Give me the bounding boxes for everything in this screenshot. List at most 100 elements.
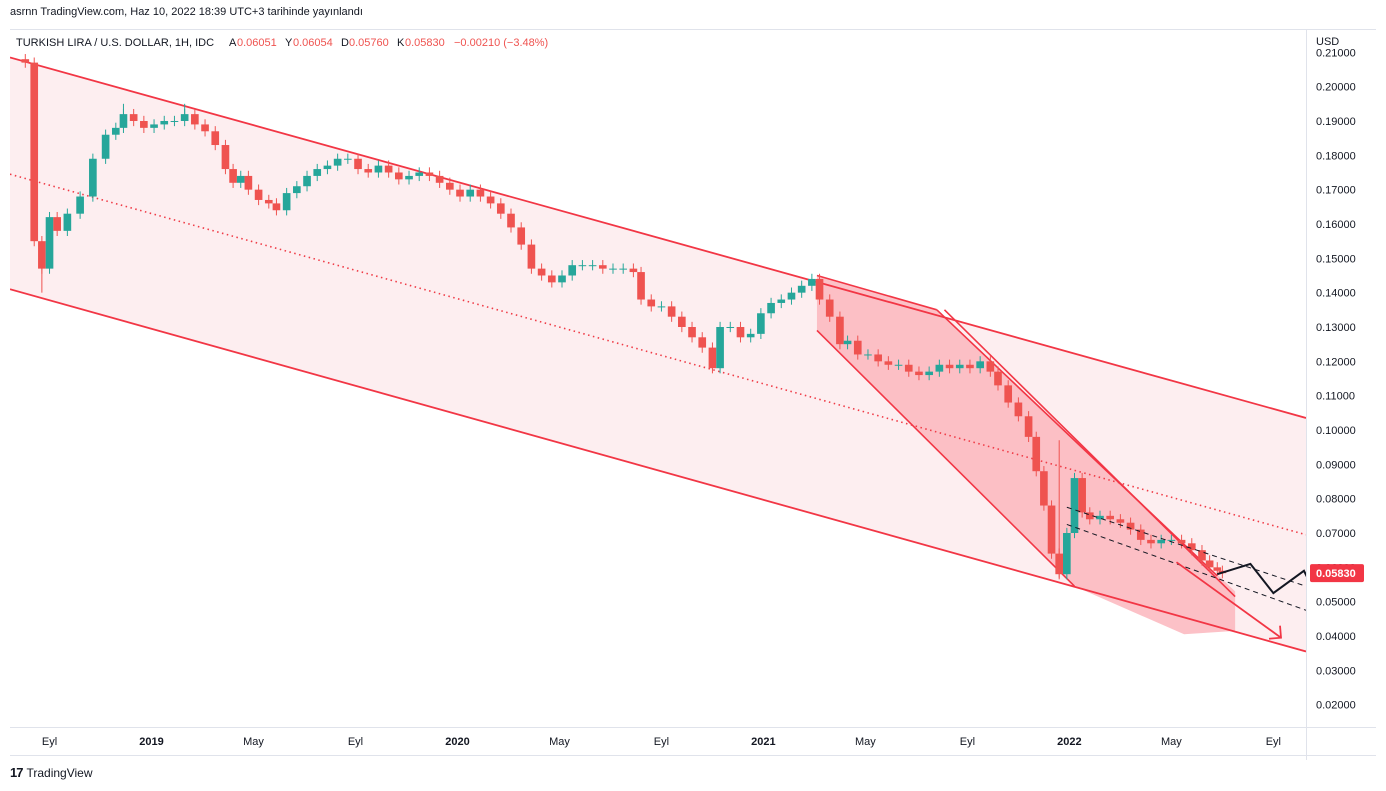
candle-body[interactable] xyxy=(558,275,566,283)
candle-body[interactable] xyxy=(264,199,273,204)
candle-body[interactable] xyxy=(904,364,913,372)
candle-body[interactable] xyxy=(140,120,148,128)
candle-body[interactable] xyxy=(843,340,852,345)
candle-body[interactable] xyxy=(588,265,597,267)
candle-body[interactable] xyxy=(1126,522,1135,530)
candle-body[interactable] xyxy=(1085,512,1094,520)
candle-body[interactable] xyxy=(935,364,944,372)
candle-body[interactable] xyxy=(211,131,220,146)
candle-body[interactable] xyxy=(344,158,352,160)
candle-body[interactable] xyxy=(925,371,933,376)
candle-body[interactable] xyxy=(1047,505,1056,554)
candle-body[interactable] xyxy=(445,182,454,190)
candle-body[interactable] xyxy=(191,114,199,125)
candle-body[interactable] xyxy=(1014,402,1023,417)
wedge-dashed-line[interactable] xyxy=(1066,523,1306,611)
candle-body[interactable] xyxy=(1032,436,1041,472)
candle-body[interactable] xyxy=(507,213,515,228)
projection-path[interactable] xyxy=(1216,562,1319,602)
candle-body[interactable] xyxy=(364,169,373,173)
candle-body[interactable] xyxy=(170,120,179,122)
candle-body[interactable] xyxy=(568,265,577,276)
candle-body[interactable] xyxy=(129,114,138,121)
candle-body[interactable] xyxy=(76,196,84,214)
candle-body[interactable] xyxy=(708,347,717,369)
candle-body[interactable] xyxy=(609,268,617,270)
inner-channel-edge-a[interactable] xyxy=(936,309,1218,577)
candle-body[interactable] xyxy=(864,354,872,356)
forecast-arrow[interactable] xyxy=(1175,561,1282,640)
candle-body[interactable] xyxy=(374,165,383,173)
candle-body[interactable] xyxy=(229,169,237,183)
candle-body[interactable] xyxy=(986,361,995,372)
candle-body[interactable] xyxy=(1063,533,1071,575)
candle-body[interactable] xyxy=(21,59,30,63)
candle-body[interactable] xyxy=(405,175,413,180)
candle-body[interactable] xyxy=(874,354,882,362)
candle-body[interactable] xyxy=(537,268,546,276)
price-axis[interactable]: 0.21000 0.20000 0.19000 0.18000 0.17000 0.160… xyxy=(1316,47,1356,711)
channel-lower-line[interactable] xyxy=(10,288,1306,653)
candle-body[interactable] xyxy=(966,364,974,369)
candle-body[interactable] xyxy=(777,299,786,303)
candle-body[interactable] xyxy=(313,169,322,176)
candle-body[interactable] xyxy=(637,272,645,300)
candle-body[interactable] xyxy=(323,165,332,170)
candle-body[interactable] xyxy=(1070,478,1079,534)
candle-body[interactable] xyxy=(647,299,656,307)
candle-body[interactable] xyxy=(667,306,676,317)
candle-body[interactable] xyxy=(527,244,536,269)
candle-body[interactable] xyxy=(746,333,755,338)
candle-body[interactable] xyxy=(767,302,775,314)
candle-body[interactable] xyxy=(894,364,903,366)
candle-body[interactable] xyxy=(486,196,495,204)
candle-body[interactable] xyxy=(30,62,39,242)
inner-channel-lower-edge[interactable] xyxy=(816,329,1076,587)
candle-body[interactable] xyxy=(456,189,464,197)
candle-body[interactable] xyxy=(757,313,765,334)
candle-body[interactable] xyxy=(221,145,230,170)
candle-body[interactable] xyxy=(63,213,72,231)
candle-body[interactable] xyxy=(808,278,816,286)
candle-body[interactable] xyxy=(678,316,686,327)
candle-body[interactable] xyxy=(1116,519,1125,523)
candle-body[interactable] xyxy=(1213,567,1222,571)
candle-body[interactable] xyxy=(1167,539,1176,541)
candle-body[interactable] xyxy=(836,316,844,345)
candle-body[interactable] xyxy=(976,361,984,369)
candle-body[interactable] xyxy=(466,189,475,197)
candle-body[interactable] xyxy=(1078,478,1086,513)
time-axis[interactable]: Eyl 2019 May Eyl 2020 May Eyl 2021 May Eyl 2022 May… xyxy=(42,736,1281,748)
candle-body[interactable] xyxy=(476,189,485,197)
candle-body[interactable] xyxy=(236,175,245,183)
candle-body[interactable] xyxy=(1177,539,1186,544)
candle-body[interactable] xyxy=(384,165,393,173)
plot-area[interactable] xyxy=(10,54,1319,653)
candle-body[interactable] xyxy=(1136,529,1145,540)
candle-body[interactable] xyxy=(994,371,1002,386)
candle-body[interactable] xyxy=(1205,560,1214,568)
candle-body[interactable] xyxy=(415,172,424,176)
channel-upper-line[interactable] xyxy=(10,56,1306,419)
candle-body[interactable] xyxy=(1147,539,1155,544)
candle-body[interactable] xyxy=(825,299,834,317)
candle-body[interactable] xyxy=(815,278,824,300)
candle-body[interactable] xyxy=(1040,471,1048,506)
candle-body[interactable] xyxy=(201,124,209,132)
candle-body[interactable] xyxy=(1106,515,1115,520)
wedge-dashed-line[interactable] xyxy=(1066,506,1306,587)
candle-body[interactable] xyxy=(787,292,796,300)
candle-body[interactable] xyxy=(293,186,301,194)
candle-body[interactable] xyxy=(254,189,263,200)
channel-midline[interactable] xyxy=(10,173,1306,536)
candle-body[interactable] xyxy=(111,127,120,135)
candle-body[interactable] xyxy=(698,337,707,348)
candle-body[interactable] xyxy=(150,124,158,128)
candle-body[interactable] xyxy=(726,326,735,328)
candle-body[interactable] xyxy=(282,193,291,211)
price-chart[interactable]: TURKISH LIRA / U.S. DOLLAR, 1H, IDC A 0.… xyxy=(0,0,1386,760)
candle-body[interactable] xyxy=(598,265,607,269)
candle-body[interactable] xyxy=(688,326,696,338)
candle-body[interactable] xyxy=(945,364,954,369)
candle-body[interactable] xyxy=(797,285,806,293)
